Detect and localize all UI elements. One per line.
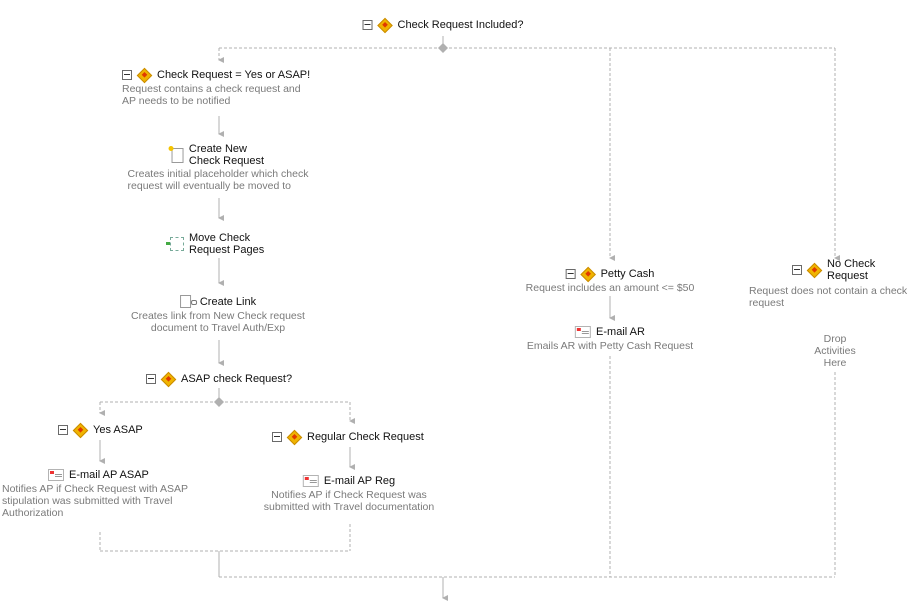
email-ap-reg-title: E-mail AP Reg <box>323 475 396 487</box>
collapse-minus-icon[interactable] <box>565 269 576 279</box>
asap-check-activity[interactable]: ASAP check Request? <box>146 371 293 387</box>
email-ap-reg-desc-line: submitted with Travel documentation <box>263 501 435 513</box>
condition-diamond-icon <box>136 67 153 83</box>
email-ap-asap-desc-line: stipulation was submitted with Travel <box>2 495 173 507</box>
asap-check-title: ASAP check Request? <box>181 373 293 385</box>
email-ap-asap-desc-line: Authorization <box>2 507 64 519</box>
no-check-title-line: No Check <box>827 258 876 270</box>
create-link-desc-line: Creates link from New Check request <box>131 310 305 322</box>
drop-activities-zone[interactable]: Drop Activities Here <box>814 333 855 369</box>
move-pages-icon <box>166 237 184 251</box>
email-icon <box>575 326 592 338</box>
no-check-activity[interactable]: No Check Request Request does not contai… <box>749 258 907 309</box>
create-link-icon <box>179 295 197 308</box>
condition-diamond-icon <box>580 266 596 282</box>
no-check-title-line: Request <box>827 270 868 282</box>
collapse-minus-icon[interactable] <box>122 70 132 80</box>
condition-diamond-icon <box>72 422 89 438</box>
condition-diamond-icon <box>377 17 393 33</box>
email-ap-asap-desc-line: Notifies AP if Check Request with ASAP <box>2 483 188 495</box>
regular-check-title: Regular Check Request <box>307 431 424 443</box>
email-icon <box>48 469 64 481</box>
condition-diamond-icon <box>160 371 177 387</box>
email-ap-asap-activity[interactable]: E-mail AP ASAP Notifies AP if Check Requ… <box>2 469 222 519</box>
petty-cash-activity[interactable]: Petty Cash Request includes an amount <=… <box>525 266 695 294</box>
collapse-minus-icon[interactable] <box>58 425 68 435</box>
email-ar-desc: Emails AR with Petty Cash Request <box>526 340 694 352</box>
new-document-icon <box>168 145 184 163</box>
drop-zone-line: Drop <box>823 333 847 345</box>
condition-diamond-icon <box>806 262 823 278</box>
branch-yes-desc-line: AP needs to be notified <box>122 95 231 107</box>
no-check-desc-line: request <box>749 297 785 309</box>
email-icon <box>302 475 319 487</box>
create-new-desc-line: request will eventually be moved to <box>127 180 291 192</box>
no-check-desc-line: Request does not contain a check <box>749 285 908 297</box>
collapse-minus-icon[interactable] <box>272 432 282 442</box>
create-new-title-line: Check Request <box>188 155 265 167</box>
branch-yes-title: Check Request = Yes or ASAP! <box>157 69 311 81</box>
move-pages-title-line: Request Pages <box>189 244 265 256</box>
email-ap-asap-title: E-mail AP ASAP <box>69 469 149 481</box>
email-ap-reg-desc-line: Notifies AP if Check Request was <box>271 489 427 501</box>
email-ar-title: E-mail AR <box>596 326 645 338</box>
branch-yes-activity[interactable]: Check Request = Yes or ASAP! Request con… <box>122 67 311 107</box>
condition-diamond-icon <box>286 429 303 445</box>
branch-yes-desc-line: Request contains a check request and <box>122 83 301 95</box>
create-link-title: Create Link <box>199 295 257 308</box>
petty-cash-title: Petty Cash <box>600 268 655 280</box>
root-activity[interactable]: Check Request Included? <box>362 17 524 33</box>
drop-zone-line: Activities <box>814 345 856 357</box>
create-link-desc-line: document to Travel Auth/Exp <box>150 322 286 334</box>
email-ap-reg-activity[interactable]: E-mail AP Reg Notifies AP if Check Reque… <box>264 475 434 513</box>
create-new-desc-line: Creates initial placeholder which check <box>127 168 309 180</box>
create-new-activity[interactable]: Create New Check Request Creates initial… <box>128 143 309 192</box>
collapse-minus-icon[interactable] <box>792 265 802 275</box>
yes-asap-title: Yes ASAP <box>93 424 143 436</box>
create-new-title-line: Create New <box>188 143 247 155</box>
collapse-minus-icon[interactable] <box>362 20 373 30</box>
drop-zone-line: Here <box>823 357 847 369</box>
petty-cash-desc: Request includes an amount <= $50 <box>525 282 695 294</box>
email-ar-activity[interactable]: E-mail AR Emails AR with Petty Cash Requ… <box>527 326 693 352</box>
root-title: Check Request Included? <box>397 19 524 31</box>
regular-check-activity[interactable]: Regular Check Request <box>272 429 424 445</box>
collapse-minus-icon[interactable] <box>146 374 156 384</box>
move-pages-activity[interactable]: Move Check Request Pages <box>166 232 265 256</box>
create-link-activity[interactable]: Create Link Creates link from New Check … <box>131 295 305 334</box>
move-pages-title-line: Move Check <box>189 232 251 244</box>
yes-asap-activity[interactable]: Yes ASAP <box>58 422 143 438</box>
